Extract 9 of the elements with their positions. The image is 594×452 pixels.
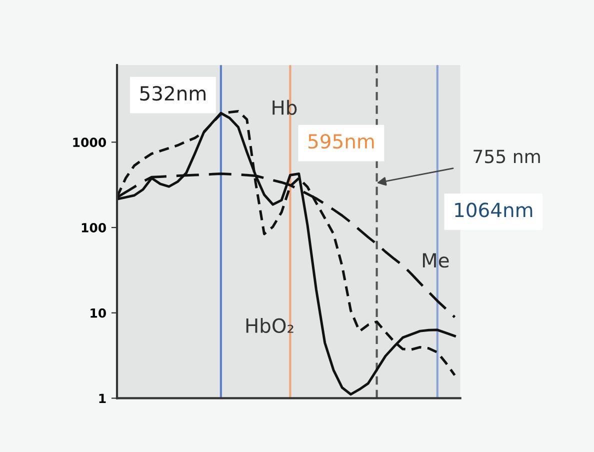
annotation: 595nm bbox=[308, 134, 374, 149]
annotation: 532nm bbox=[140, 86, 206, 101]
y-tick-label: 100 bbox=[82, 222, 106, 232]
y-tick-label: 1000 bbox=[73, 138, 106, 148]
text: 755 nm bbox=[474, 150, 540, 164]
y-tick-label: 10 bbox=[90, 308, 106, 318]
y-tick-label: 1 bbox=[99, 394, 106, 403]
annotation: 1064nm bbox=[455, 202, 532, 218]
series-label: Me bbox=[422, 253, 449, 268]
